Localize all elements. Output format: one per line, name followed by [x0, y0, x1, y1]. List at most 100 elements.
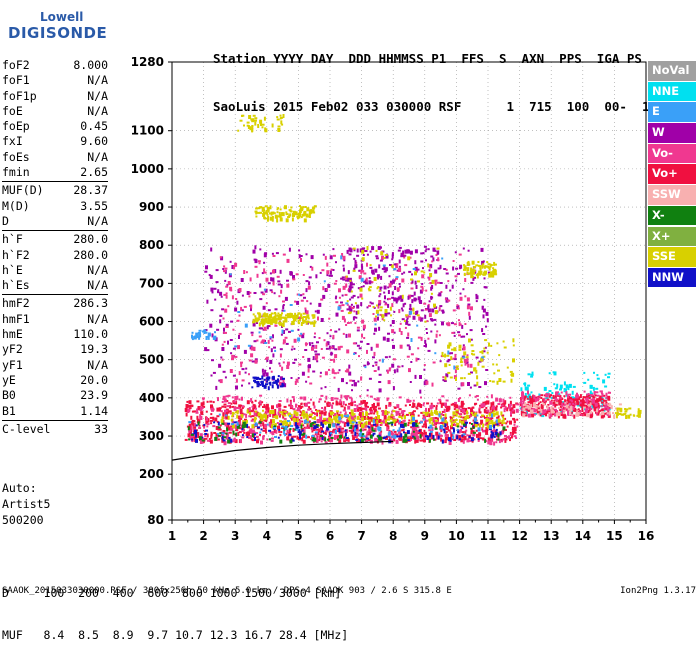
echo-point: [420, 336, 423, 341]
echo-point: [490, 402, 493, 405]
echo-point: [425, 248, 428, 251]
echo-point: [205, 265, 208, 270]
param-name: h`Es: [2, 278, 30, 293]
echo-point: [466, 271, 469, 274]
echo-point: [460, 377, 464, 380]
echo-point: [625, 415, 628, 419]
echo-point: [219, 424, 222, 427]
echo-point: [421, 274, 425, 279]
echo-point: [404, 414, 406, 419]
echo-point: [332, 269, 335, 271]
echo-point: [373, 412, 376, 415]
echo-point: [262, 293, 266, 296]
echo-point: [378, 289, 381, 292]
echo-point: [271, 217, 274, 222]
echo-point: [365, 282, 368, 285]
echo-point: [333, 372, 337, 375]
echo-point: [431, 426, 434, 431]
echo-point: [373, 351, 376, 356]
echo-point: [386, 397, 390, 400]
echo-point: [357, 296, 360, 299]
echo-point: [389, 280, 393, 285]
echo-point: [320, 421, 323, 426]
echo-point: [224, 376, 227, 379]
echo-point: [447, 429, 451, 432]
echo-point: [312, 316, 315, 319]
echo-point: [439, 282, 443, 284]
echo-point: [222, 395, 226, 400]
echo-point: [307, 408, 311, 411]
echo-point: [241, 309, 244, 312]
echo-point: [323, 411, 327, 416]
echo-point: [269, 337, 272, 340]
echo-point: [425, 407, 427, 412]
echo-point: [425, 343, 427, 348]
echo-point: [498, 439, 501, 444]
echo-point: [434, 339, 437, 344]
echo-point: [389, 324, 392, 327]
echo-point: [439, 413, 443, 416]
echo-point: [282, 411, 286, 416]
echo-point: [328, 368, 330, 371]
echo-point: [521, 406, 524, 409]
echo-point: [442, 379, 445, 382]
echo-point: [277, 312, 280, 315]
echo-point: [400, 297, 404, 302]
echo-point: [486, 261, 489, 264]
echo-point: [548, 395, 551, 398]
echo-point: [401, 365, 404, 368]
echo-point: [467, 263, 470, 265]
echo-point: [239, 408, 243, 413]
echo-point: [361, 411, 364, 414]
echo-point: [331, 369, 335, 374]
echo-point: [313, 421, 317, 424]
echo-point: [365, 417, 368, 420]
echo-point: [308, 276, 312, 279]
echo-point: [437, 434, 441, 437]
echo-point: [586, 411, 590, 413]
echo-point: [279, 423, 283, 426]
echo-point: [500, 404, 504, 407]
echo-point: [364, 250, 368, 252]
echo-point: [294, 312, 297, 317]
echo-point: [425, 380, 429, 385]
echo-point: [225, 285, 229, 288]
echo-point: [596, 402, 600, 405]
echo-point: [336, 397, 339, 400]
echo-point: [469, 329, 473, 332]
echo-point: [470, 430, 474, 435]
echo-point: [379, 287, 382, 292]
echo-point: [472, 431, 476, 434]
echo-point: [206, 439, 210, 442]
echo-point: [554, 414, 557, 417]
echo-point: [585, 398, 589, 403]
echo-point: [326, 270, 330, 275]
echo-point: [434, 281, 437, 286]
echo-point: [491, 413, 493, 418]
echo-point: [229, 286, 233, 291]
echo-point: [386, 427, 389, 431]
echo-point: [366, 246, 369, 250]
echo-point: [340, 277, 344, 280]
echo-point: [473, 266, 477, 268]
echo-point: [210, 247, 213, 252]
echo-point: [305, 426, 309, 429]
param-value: 280.0: [73, 247, 108, 262]
echo-point: [383, 257, 386, 259]
echo-point: [417, 414, 420, 417]
echo-point: [428, 276, 431, 281]
echo-point: [324, 371, 328, 376]
echo-point: [298, 293, 300, 296]
echo-point: [364, 436, 367, 439]
echo-point: [314, 353, 318, 356]
echo-point: [440, 430, 443, 433]
echo-point: [215, 385, 218, 390]
echo-point: [263, 378, 266, 381]
echo-point: [343, 414, 347, 417]
echo-point: [408, 412, 411, 414]
echo-point: [275, 318, 278, 321]
echo-point: [340, 414, 344, 417]
echo-point: [339, 434, 342, 439]
echo-point: [270, 437, 274, 440]
echo-point: [271, 339, 274, 342]
